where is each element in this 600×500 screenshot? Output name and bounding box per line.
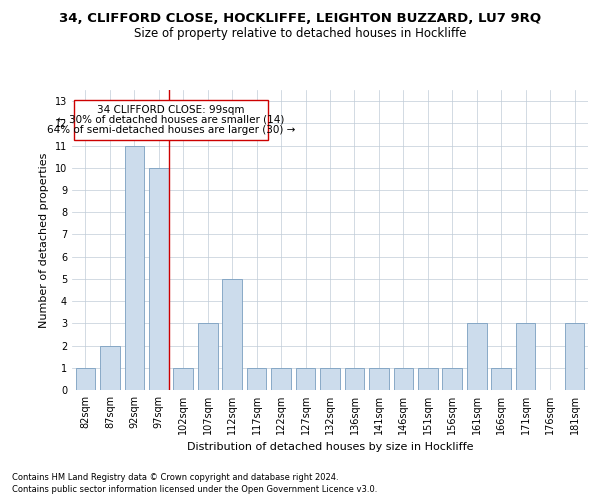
Text: 34 CLIFFORD CLOSE: 99sqm: 34 CLIFFORD CLOSE: 99sqm <box>97 105 245 115</box>
Bar <box>100 346 119 390</box>
Bar <box>247 368 266 390</box>
Bar <box>296 368 316 390</box>
Text: Size of property relative to detached houses in Hockliffe: Size of property relative to detached ho… <box>134 28 466 40</box>
Bar <box>320 368 340 390</box>
Text: ← 30% of detached houses are smaller (14): ← 30% of detached houses are smaller (14… <box>58 115 285 125</box>
Text: Contains public sector information licensed under the Open Government Licence v3: Contains public sector information licen… <box>12 485 377 494</box>
Text: 34, CLIFFORD CLOSE, HOCKLIFFE, LEIGHTON BUZZARD, LU7 9RQ: 34, CLIFFORD CLOSE, HOCKLIFFE, LEIGHTON … <box>59 12 541 26</box>
Bar <box>223 279 242 390</box>
Bar <box>369 368 389 390</box>
Text: Contains HM Land Registry data © Crown copyright and database right 2024.: Contains HM Land Registry data © Crown c… <box>12 472 338 482</box>
FancyBboxPatch shape <box>74 100 268 140</box>
Bar <box>125 146 144 390</box>
Text: 64% of semi-detached houses are larger (30) →: 64% of semi-detached houses are larger (… <box>47 125 295 135</box>
Text: Distribution of detached houses by size in Hockliffe: Distribution of detached houses by size … <box>187 442 473 452</box>
Bar <box>173 368 193 390</box>
Bar <box>418 368 437 390</box>
Bar <box>344 368 364 390</box>
Bar <box>516 324 535 390</box>
Bar <box>198 324 218 390</box>
Bar <box>442 368 462 390</box>
Bar <box>149 168 169 390</box>
Bar <box>491 368 511 390</box>
Bar <box>76 368 95 390</box>
Bar <box>565 324 584 390</box>
Bar <box>394 368 413 390</box>
Y-axis label: Number of detached properties: Number of detached properties <box>39 152 49 328</box>
Bar <box>467 324 487 390</box>
Bar <box>271 368 291 390</box>
